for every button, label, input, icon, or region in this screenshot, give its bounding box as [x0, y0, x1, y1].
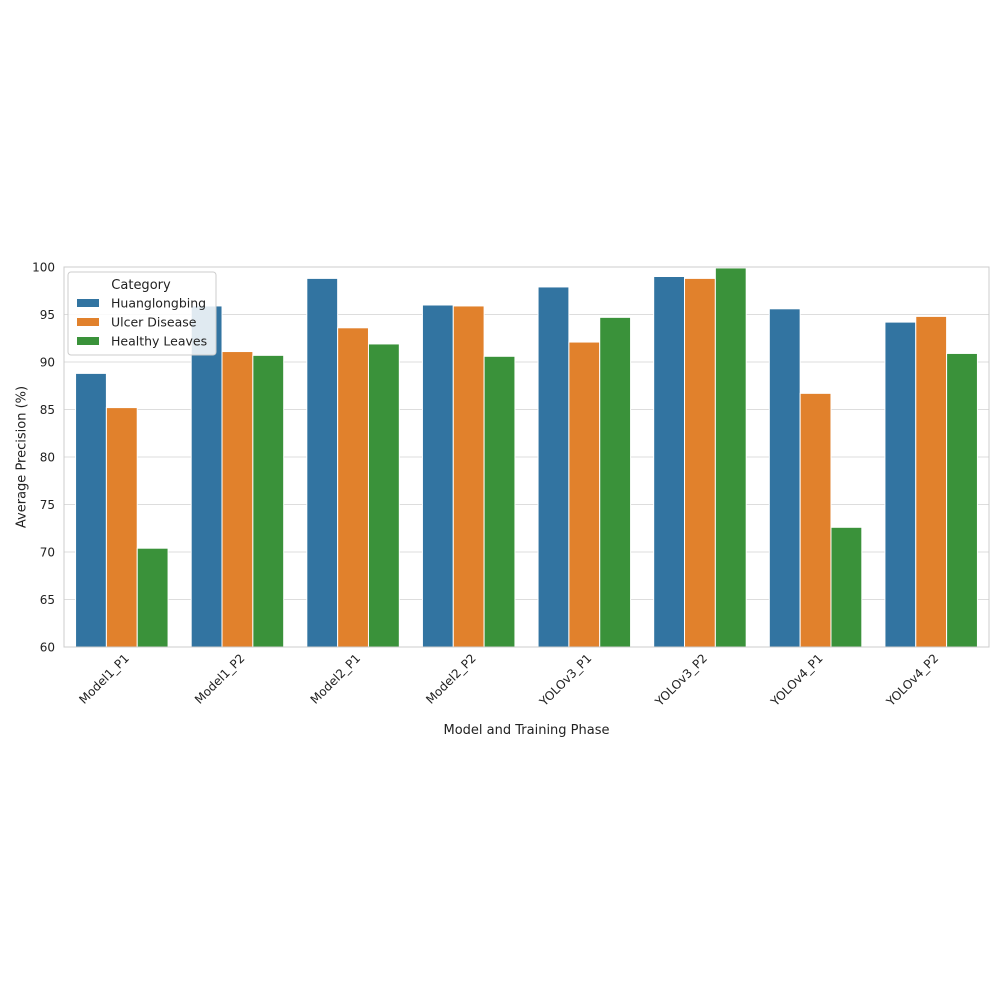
- bar-healthy-leaves-model2-p1: [367, 343, 400, 648]
- bar-ulcer-disease-yolov4-p2: [915, 315, 948, 648]
- y-tick-label: 60: [40, 641, 55, 655]
- bar-ulcer-disease-yolov3-p2: [684, 277, 716, 648]
- legend-swatch: [77, 337, 99, 345]
- bar-healthy-leaves-model1-p1: [136, 547, 169, 648]
- y-tick-label: 70: [40, 546, 55, 560]
- legend: Category Huanglongbing Ulcer Disease Healt…: [67, 271, 217, 356]
- bar-ulcer-disease-yolov4-p1: [799, 392, 832, 648]
- legend-title: Category: [111, 278, 171, 293]
- y-tick-label: 80: [40, 451, 55, 465]
- bar-huanglongbing-model2-p2: [421, 304, 454, 648]
- y-axis-title: Average Precision (%): [15, 386, 30, 528]
- bar-healthy-leaves-model2-p2: [483, 355, 516, 648]
- bar-ulcer-disease-model2-p2: [452, 305, 485, 648]
- legend-box: [67, 271, 217, 356]
- legend-entries: Huanglongbing Ulcer Disease Healthy Leaves: [77, 296, 207, 349]
- y-tick-label: 100: [32, 261, 55, 275]
- y-tick-label: 95: [40, 308, 55, 322]
- plot-frame: [63, 266, 990, 648]
- bar-ulcer-disease-model2-p1: [337, 327, 369, 648]
- legend-swatch: [77, 299, 99, 307]
- bar-huanglongbing-model2-p1: [306, 277, 339, 648]
- legend-label: Healthy Leaves: [111, 334, 207, 349]
- legend-swatch: [77, 318, 99, 326]
- bar-healthy-leaves-yolov4-p2: [946, 352, 978, 648]
- bars: [75, 267, 978, 648]
- y-axis-ticks: 60 65 70 75 80 85 90 95 100: [32, 261, 55, 655]
- bar-healthy-leaves-yolov3-p1: [599, 316, 632, 648]
- x-axis-title: Model and Training Phase: [444, 723, 610, 738]
- bar-huanglongbing-model1-p2: [190, 305, 223, 648]
- bar-huanglongbing-yolov4-p1: [768, 308, 801, 648]
- y-tick-label: 65: [40, 593, 55, 607]
- bar-huanglongbing-yolov3-p2: [653, 276, 686, 648]
- y-tick-label: 75: [40, 498, 55, 512]
- legend-label: Huanglongbing: [111, 296, 206, 311]
- y-tick-label: 90: [40, 356, 55, 370]
- bar-healthy-leaves-model1-p2: [252, 354, 285, 648]
- y-tick-label: 85: [40, 403, 55, 417]
- bar-healthy-leaves-yolov3-p2: [714, 267, 747, 648]
- legend-label: Ulcer Disease: [111, 315, 197, 330]
- bar-ulcer-disease-model1-p1: [105, 407, 138, 648]
- bar-ulcer-disease-yolov3-p1: [568, 341, 601, 648]
- bar-huanglongbing-yolov3-p1: [537, 286, 570, 648]
- bar-huanglongbing-model1-p1: [75, 372, 107, 648]
- bar-healthy-leaves-yolov4-p1: [830, 526, 863, 648]
- bar-huanglongbing-yolov4-p2: [884, 321, 917, 648]
- bar-ulcer-disease-model1-p2: [221, 351, 254, 648]
